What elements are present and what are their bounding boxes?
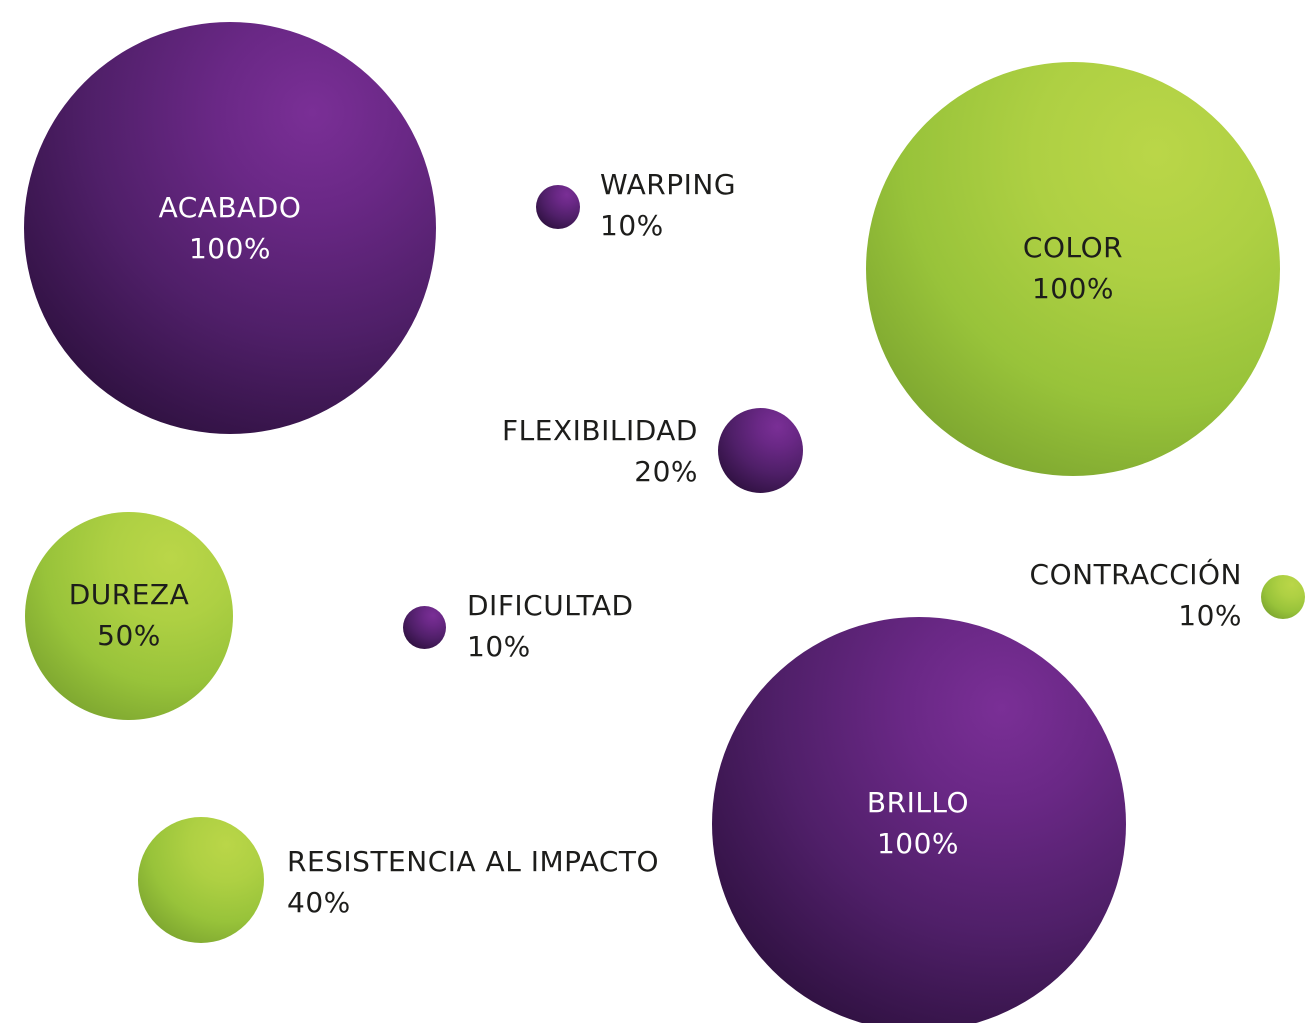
bubble-brillo [712, 617, 1126, 1023]
bubble-dificultad [403, 606, 446, 649]
bubble-warping [536, 185, 580, 229]
label-color-name: COLOR [1022, 231, 1124, 264]
label-warping: WARPING 10% [600, 164, 736, 246]
label-acabado: ACABADO 100% [130, 187, 330, 269]
label-dureza-percent: 50% [97, 619, 161, 652]
bubble-resistencia [138, 817, 264, 943]
bubble-contraccion [1261, 575, 1305, 619]
label-contraccion: CONTRACCIÓN 10% [1010, 554, 1242, 636]
label-flexibilidad: FLEXIBILIDAD 20% [496, 410, 698, 492]
label-dificultad-percent: 10% [467, 630, 531, 663]
label-contraccion-percent: 10% [1178, 599, 1242, 632]
bubble-color [866, 62, 1280, 476]
label-brillo: BRILLO 100% [818, 782, 1018, 864]
bubble-flexibilidad [718, 408, 803, 493]
bubble-dureza [25, 512, 233, 720]
label-resistencia-percent: 40% [287, 886, 351, 919]
label-resistencia: RESISTENCIA AL IMPACTO 40% [287, 841, 659, 923]
label-color-percent: 100% [1031, 272, 1115, 305]
label-acabado-percent: 100% [188, 232, 272, 265]
label-contraccion-name: CONTRACCIÓN [1029, 558, 1242, 591]
label-warping-name: WARPING [600, 168, 737, 201]
label-color: COLOR 100% [973, 227, 1173, 309]
label-brillo-percent: 100% [876, 827, 960, 860]
label-acabado-name: ACABADO [158, 191, 302, 224]
label-dureza: DUREZA 50% [54, 574, 204, 656]
label-warping-percent: 10% [600, 209, 664, 242]
label-dureza-name: DUREZA [68, 578, 190, 611]
label-brillo-name: BRILLO [866, 786, 970, 819]
label-flexibilidad-name: FLEXIBILIDAD [502, 414, 698, 447]
bubble-acabado [24, 22, 436, 434]
label-resistencia-name: RESISTENCIA AL IMPACTO [287, 845, 660, 878]
label-dificultad: DIFICULTAD 10% [467, 585, 634, 667]
label-dificultad-name: DIFICULTAD [467, 589, 634, 622]
label-flexibilidad-percent: 20% [634, 455, 698, 488]
